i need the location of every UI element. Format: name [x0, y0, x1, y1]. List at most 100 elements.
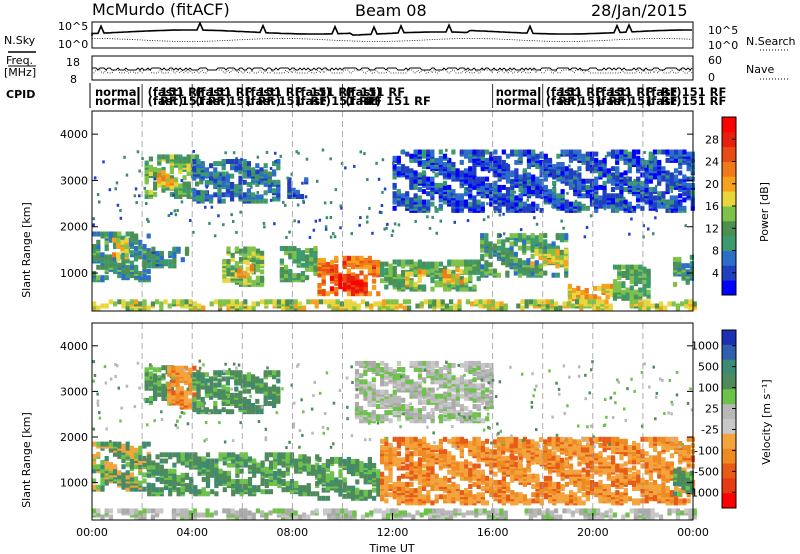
data-cell	[188, 373, 193, 379]
data-cell	[175, 388, 180, 394]
data-cell	[222, 259, 227, 264]
data-cell	[225, 177, 230, 183]
data-cell	[245, 272, 250, 278]
data-cell	[472, 259, 477, 265]
data-cell	[234, 261, 239, 267]
data-cell	[256, 466, 261, 472]
data-cell	[405, 453, 410, 459]
data-cell	[327, 299, 332, 305]
data-cell	[285, 299, 290, 305]
data-cell	[276, 165, 281, 171]
data-cell	[268, 464, 274, 470]
data-point	[665, 200, 668, 204]
data-cell	[174, 181, 179, 187]
data-cell	[222, 273, 227, 279]
data-cell	[384, 440, 389, 446]
data-cell	[264, 452, 269, 458]
data-cell	[451, 201, 456, 207]
data-cell	[430, 500, 435, 506]
data-cell	[678, 170, 683, 176]
data-cell	[497, 164, 502, 170]
data-cell	[321, 270, 326, 276]
data-point	[339, 204, 342, 208]
data-cell	[547, 259, 552, 265]
data-cell	[598, 195, 603, 201]
data-cell	[329, 286, 335, 292]
data-cell	[526, 239, 531, 245]
data-cell	[259, 194, 264, 200]
noise-tick-right-bottom: 10^0	[708, 39, 738, 52]
data-cell	[264, 489, 269, 495]
data-cell	[636, 149, 641, 155]
data-cell	[455, 273, 460, 279]
data-cell	[276, 370, 281, 376]
data-cell	[492, 268, 497, 274]
data-cell	[380, 449, 385, 455]
data-cell	[263, 198, 268, 204]
data-point	[249, 183, 252, 187]
data-cell	[205, 452, 211, 458]
data-cell	[147, 458, 152, 464]
data-cell	[539, 151, 544, 157]
data-cell	[392, 447, 397, 453]
data-cell	[276, 378, 281, 384]
data-cell	[543, 233, 548, 239]
data-cell	[564, 233, 569, 239]
data-cell	[689, 254, 694, 260]
data-cell	[338, 456, 343, 462]
data-cell	[180, 472, 185, 478]
data-cell	[484, 182, 490, 188]
data-cell	[585, 205, 590, 211]
data-cell	[480, 205, 485, 211]
data-cell	[426, 442, 431, 448]
data-cell	[204, 372, 209, 378]
data-point	[183, 157, 186, 161]
data-cell	[178, 194, 183, 199]
data-cell	[623, 199, 628, 205]
data-cell	[501, 184, 506, 190]
data-cell	[686, 176, 691, 182]
data-cell	[367, 456, 372, 462]
data-cell	[430, 445, 435, 450]
data-cell	[610, 193, 616, 199]
data-cell	[510, 184, 515, 190]
data-cell	[392, 164, 397, 170]
data-cell	[554, 305, 559, 311]
data-point	[222, 223, 225, 227]
data-cell	[167, 365, 172, 371]
data-cell	[401, 436, 406, 442]
data-cell	[190, 154, 195, 160]
data-cell	[451, 162, 456, 167]
data-point	[344, 166, 347, 170]
data-point	[383, 227, 386, 231]
data-cell	[392, 182, 397, 188]
data-cell	[196, 394, 201, 400]
data-cell	[405, 151, 410, 157]
data-cell	[172, 468, 177, 474]
data-cell	[113, 470, 118, 476]
data-point	[134, 187, 138, 191]
data-cell	[474, 299, 479, 305]
data-cell	[652, 203, 658, 209]
data-cell	[281, 299, 286, 305]
data-cell	[598, 170, 603, 176]
data-cell	[392, 492, 397, 498]
data-cell	[661, 197, 666, 203]
data-cell	[151, 257, 156, 263]
data-cell	[197, 489, 202, 495]
data-point	[123, 155, 126, 159]
data-cell	[438, 203, 443, 209]
data-point	[189, 219, 192, 222]
data-cell	[413, 498, 418, 504]
data-cell	[157, 375, 162, 381]
data-cell	[148, 396, 153, 401]
data-cell	[285, 481, 290, 486]
data-cell	[543, 157, 548, 163]
data-cell	[627, 201, 632, 207]
data-cell	[192, 301, 197, 307]
data-cell	[459, 193, 464, 199]
data-cell	[455, 259, 460, 265]
data-cell	[284, 269, 289, 274]
data-cell	[230, 392, 235, 398]
data-cell	[638, 264, 643, 270]
